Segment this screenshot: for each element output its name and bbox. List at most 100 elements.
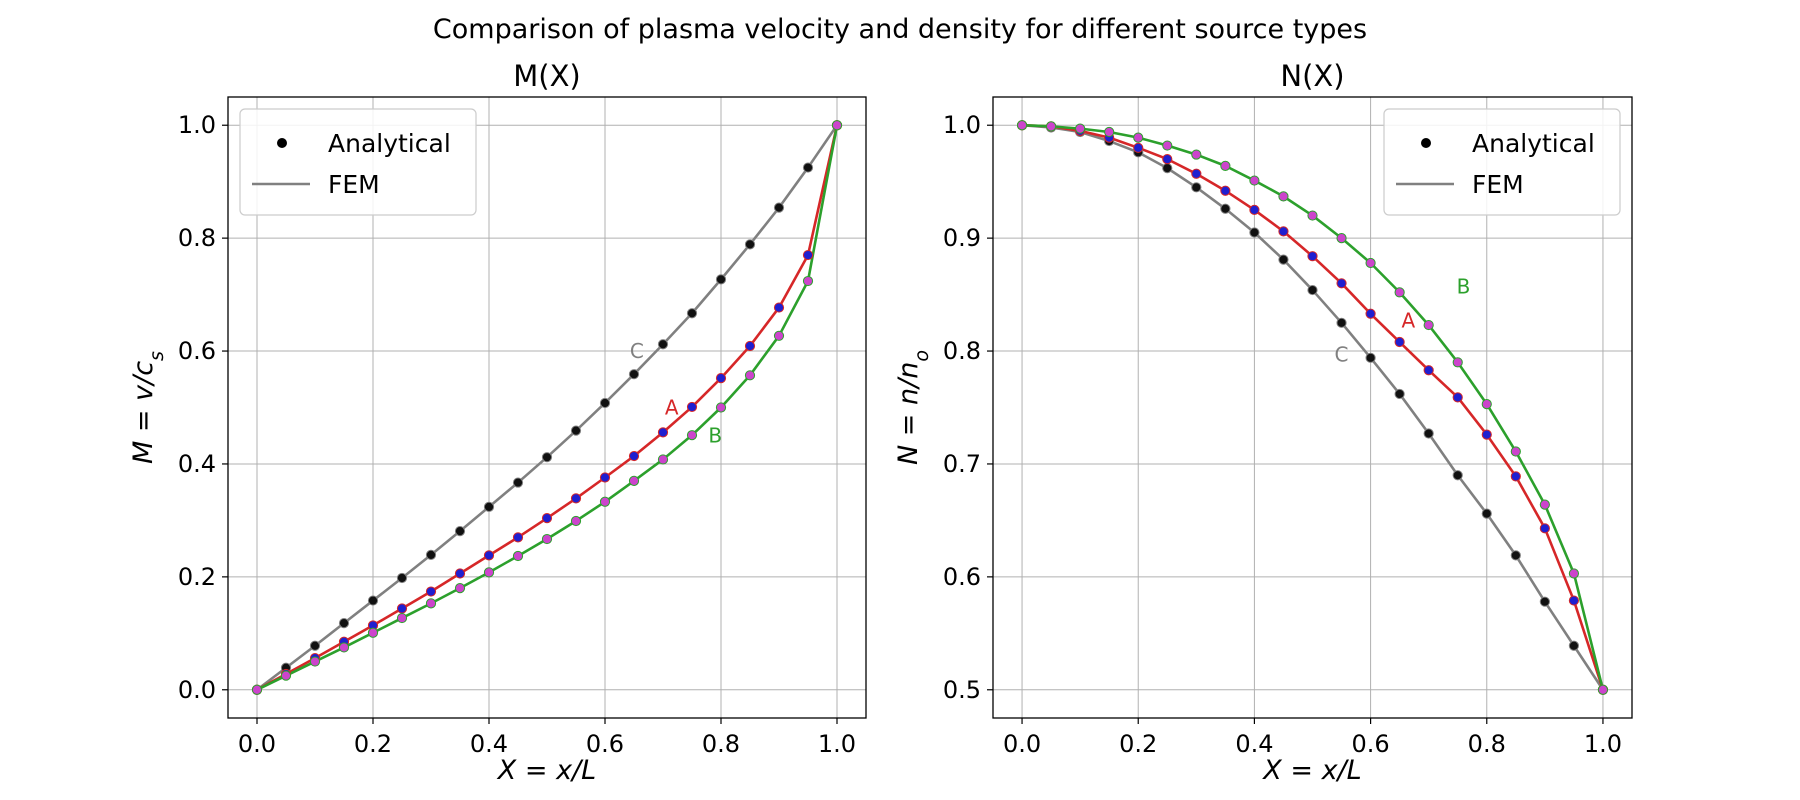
axes-frame — [992, 96, 1633, 719]
analytical-point-B — [512, 550, 524, 562]
panel-title: M(X) — [513, 59, 581, 93]
x-tick-label: 0.6 — [586, 730, 624, 758]
analytical-point-B — [802, 275, 814, 287]
analytical-point-C — [802, 162, 814, 173]
analytical-point-A — [570, 493, 582, 504]
analytical-point-B — [657, 454, 669, 465]
legend-marker-analytical — [277, 138, 287, 148]
analytical-point-B — [425, 598, 437, 609]
legend-marker-analytical — [1421, 138, 1431, 148]
analytical-point-A — [599, 472, 611, 483]
legend-label: FEM — [328, 170, 380, 199]
x-tick-label: 0.0 — [1003, 730, 1041, 758]
axes-frame — [227, 96, 867, 719]
analytical-point-C — [1481, 508, 1492, 519]
analytical-point-B — [483, 567, 495, 578]
analytical-point-C — [1510, 550, 1521, 561]
analytical-point-A — [1539, 523, 1550, 534]
analytical-point-B — [338, 642, 350, 653]
analytical-point-C — [396, 572, 408, 584]
analytical-point-A — [1568, 595, 1580, 606]
analytical-point-A — [1220, 185, 1231, 196]
panel-title: N(X) — [1280, 59, 1344, 93]
analytical-point-B — [1365, 257, 1376, 269]
analytical-point-B — [570, 515, 582, 527]
analytical-point-B — [454, 583, 466, 594]
analytical-point-B — [686, 430, 698, 441]
analytical-point-C — [1452, 470, 1463, 481]
y-tick-label: 0.4 — [178, 450, 216, 478]
analytical-point-C — [425, 549, 437, 560]
y-tick-label: 0.6 — [178, 337, 216, 365]
x-tick-label: 0.2 — [1119, 730, 1157, 758]
curve-label-C: C — [1335, 342, 1349, 366]
analytical-point-B — [1104, 126, 1115, 138]
y-tick-label: 0.9 — [943, 224, 981, 252]
analytical-point-B — [1075, 123, 1086, 134]
y-tick-label: 0.5 — [943, 676, 981, 704]
analytical-point-B — [1481, 399, 1492, 410]
x-tick-label: 0.0 — [238, 730, 276, 758]
x-axis-label: X = x/L — [1261, 755, 1361, 786]
analytical-point-C — [367, 595, 379, 606]
legend: Analytical FEM — [1383, 108, 1621, 216]
analytical-point-A — [1307, 251, 1318, 262]
analytical-point-B — [1394, 287, 1405, 298]
analytical-point-A — [1278, 226, 1289, 237]
x-tick-label: 1.0 — [818, 730, 856, 758]
analytical-point-B — [396, 612, 408, 624]
x-tick-label: 0.8 — [1468, 730, 1506, 758]
analytical-point-B — [1307, 210, 1318, 221]
analytical-point-B — [831, 120, 843, 131]
y-axis-label: N = n/no — [893, 350, 933, 465]
velocity-plot: 0.0 0.2 0.4 0.6 0.8 1.0 0.0 0.2 0.4 0.6 0.8 1.0 C A B M… — [128, 59, 867, 786]
analytical-point-B — [715, 402, 727, 413]
analytical-point-C — [628, 369, 640, 380]
analytical-point-C — [454, 526, 466, 537]
analytical-point-C — [1365, 352, 1376, 363]
y-tick-label: 1.0 — [943, 111, 981, 139]
analytical-point-A — [1510, 471, 1521, 482]
analytical-point-C — [657, 339, 669, 350]
analytical-point-A — [425, 586, 437, 597]
analytical-point-B — [1539, 499, 1550, 510]
x-tick-label: 0.8 — [702, 730, 740, 758]
analytical-point-C — [1423, 428, 1434, 439]
analytical-point-B — [744, 370, 756, 381]
x-tick-label: 0.2 — [354, 730, 392, 758]
legend-label: Analytical — [1472, 129, 1595, 158]
analytical-point-B — [1423, 319, 1434, 331]
analytical-point-C — [1278, 254, 1289, 265]
y-tick-label: 0.0 — [178, 676, 216, 704]
analytical-point-C — [1539, 596, 1550, 607]
analytical-point-A — [744, 340, 756, 352]
legend: Analytical FEM — [239, 108, 477, 216]
analytical-point-C — [570, 425, 582, 436]
y-tick-label: 1.0 — [178, 111, 216, 139]
curve-label-A: A — [1402, 309, 1416, 333]
analytical-point-A — [628, 450, 640, 462]
analytical-point-B — [1191, 149, 1202, 160]
y-tick-label: 0.8 — [178, 224, 216, 252]
x-tick-label: 0.6 — [1352, 730, 1390, 758]
x-tick-label: 0.4 — [1235, 730, 1273, 758]
density-plot: 0.0 0.2 0.4 0.6 0.8 1.0 0.5 0.6 0.7 0.8 0.9 1.0 C A B N… — [893, 59, 1633, 786]
analytical-point-C — [1162, 163, 1173, 174]
analytical-point-B — [1510, 446, 1521, 457]
y-tick-label: 0.6 — [943, 563, 981, 591]
analytical-point-C — [1568, 640, 1580, 651]
analytical-point-B — [1597, 684, 1609, 695]
analytical-point-A — [1162, 154, 1173, 165]
curve-label-B: B — [1457, 275, 1471, 299]
y-tick-label: 0.2 — [178, 563, 216, 591]
curve-label-B: B — [708, 424, 722, 448]
analytical-point-C — [715, 274, 727, 285]
analytical-point-C — [1249, 227, 1260, 238]
analytical-point-B — [1452, 357, 1463, 368]
analytical-point-A — [454, 568, 466, 579]
analytical-point-C — [1336, 317, 1347, 328]
analytical-point-A — [1191, 168, 1202, 179]
analytical-point-A — [802, 249, 814, 261]
analytical-point-C — [773, 202, 785, 213]
